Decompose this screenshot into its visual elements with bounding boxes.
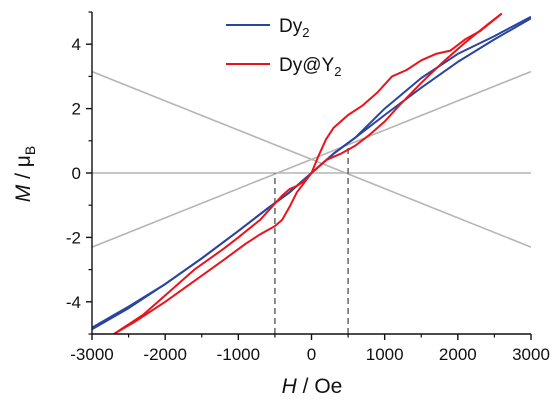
- data-series: [92, 12, 531, 334]
- x-tick-label: -1000: [217, 345, 260, 364]
- y-ticks: -4 -2 0 2 4: [66, 11, 92, 335]
- y-tick-label: 2: [72, 100, 81, 119]
- series-1-branch-0: [113, 12, 503, 334]
- y-tick-label: -2: [66, 228, 81, 247]
- series-1-branch-1: [113, 12, 503, 334]
- x-tick-label: 3000: [512, 345, 550, 364]
- legend: Dy2 Dy@Y2: [226, 16, 341, 79]
- guide-line-1: [92, 70, 531, 248]
- x-tick-label: 0: [307, 345, 316, 364]
- y-tick-label: 0: [72, 164, 81, 183]
- x-tick-label: -2000: [143, 345, 186, 364]
- dashed-guide-lines: [274, 145, 349, 334]
- y-axis-label: M / μB: [12, 146, 38, 202]
- legend-label-dy-at-y2: Dy@Y2: [279, 55, 341, 79]
- x-tick-label: 2000: [439, 345, 477, 364]
- legend-label-dy2: Dy2: [279, 16, 309, 40]
- legend-entry-dy-at-y2: Dy@Y2: [226, 55, 341, 79]
- x-ticks: -3000 -2000 -1000 0 1000 2000 3000: [70, 334, 550, 364]
- x-tick-label: 1000: [366, 345, 404, 364]
- legend-entry-dy2: Dy2: [226, 16, 309, 40]
- y-tick-label: -4: [66, 293, 81, 312]
- x-tick-label: -3000: [70, 345, 113, 364]
- y-tick-label: 4: [72, 35, 81, 54]
- guide-lines: [92, 70, 531, 248]
- x-axis-label: H / Oe: [282, 375, 343, 398]
